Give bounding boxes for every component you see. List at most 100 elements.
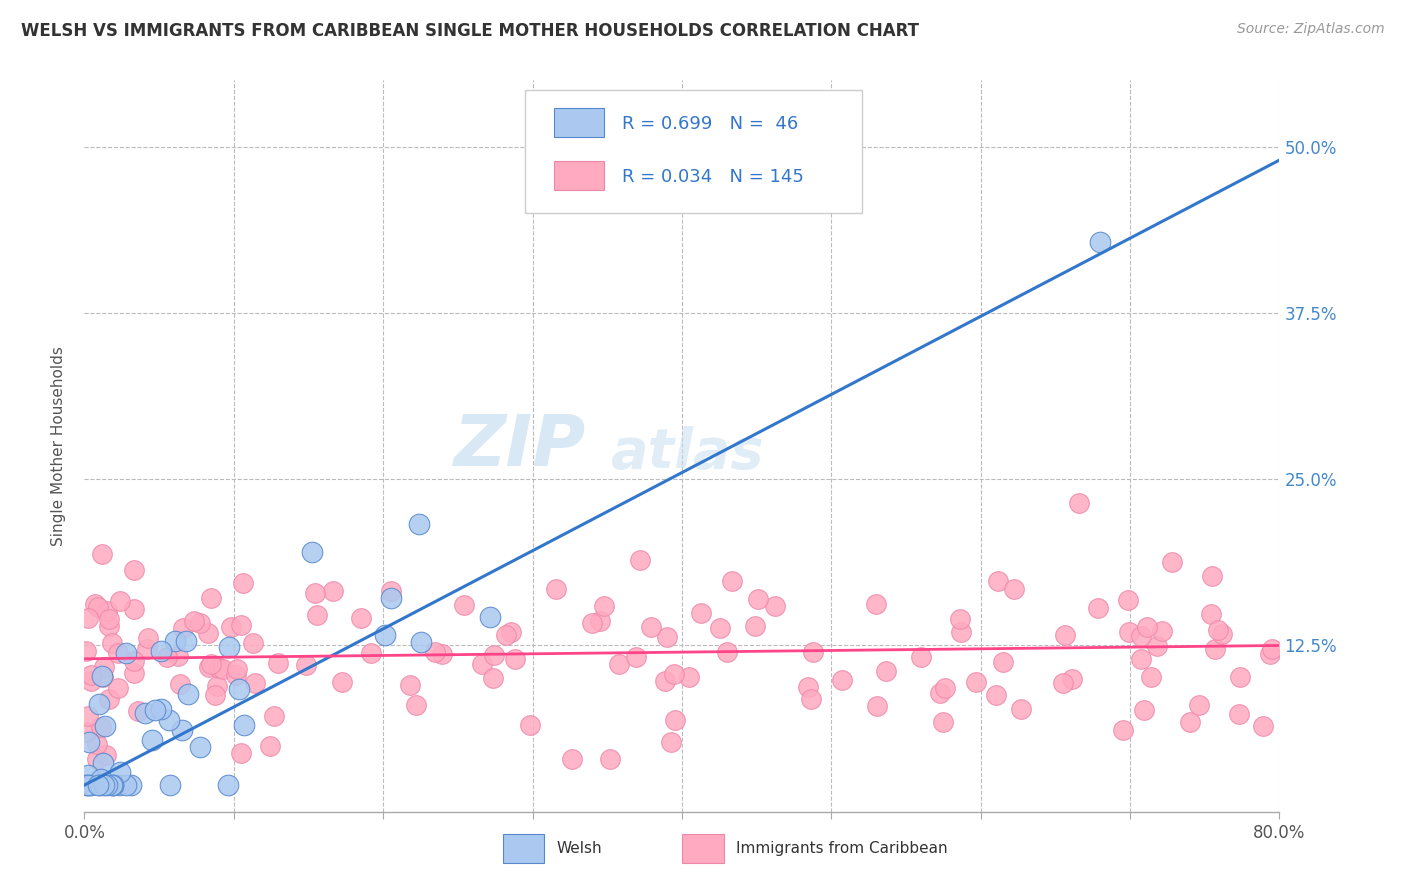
Point bbox=[1062, 672, 1084, 686]
Point bbox=[561, 751, 583, 765]
Point bbox=[75, 778, 97, 792]
Point bbox=[100, 778, 122, 792]
Point bbox=[1132, 703, 1154, 717]
Point bbox=[77, 735, 100, 749]
Point bbox=[200, 657, 222, 671]
Point bbox=[91, 669, 114, 683]
Point bbox=[157, 713, 180, 727]
Point bbox=[949, 612, 972, 626]
Point bbox=[228, 681, 250, 696]
Point bbox=[495, 628, 517, 642]
Point bbox=[96, 604, 118, 618]
Point bbox=[159, 778, 181, 792]
Point bbox=[174, 633, 197, 648]
Point bbox=[405, 698, 427, 713]
Point bbox=[408, 517, 430, 532]
Point bbox=[1161, 555, 1184, 569]
Point bbox=[150, 701, 173, 715]
Point bbox=[108, 778, 131, 792]
Point bbox=[208, 661, 231, 675]
Point bbox=[170, 723, 193, 737]
Point bbox=[87, 600, 110, 615]
Point bbox=[1229, 670, 1251, 684]
Point bbox=[122, 602, 145, 616]
Point bbox=[330, 675, 353, 690]
Point bbox=[86, 751, 108, 765]
Point bbox=[212, 662, 235, 676]
Point bbox=[544, 582, 567, 596]
Point bbox=[678, 671, 700, 685]
Point bbox=[305, 608, 328, 623]
Point bbox=[169, 677, 191, 691]
Text: Immigrants from Caribbean: Immigrants from Caribbean bbox=[735, 841, 948, 855]
Point bbox=[519, 717, 541, 731]
Point bbox=[589, 614, 612, 628]
Point bbox=[1180, 715, 1202, 730]
Point bbox=[1199, 607, 1222, 621]
Point bbox=[411, 634, 433, 648]
Point bbox=[423, 645, 446, 659]
Point bbox=[134, 706, 156, 720]
Point bbox=[986, 688, 1008, 702]
Point bbox=[1206, 623, 1229, 637]
Point bbox=[991, 655, 1014, 669]
Point bbox=[1136, 620, 1159, 634]
Point bbox=[1140, 670, 1163, 684]
Point bbox=[80, 667, 103, 681]
Point bbox=[114, 646, 136, 660]
Point bbox=[659, 734, 682, 748]
Point bbox=[1118, 624, 1140, 639]
Point bbox=[141, 732, 163, 747]
Point bbox=[217, 778, 239, 792]
Point bbox=[801, 645, 824, 659]
Point bbox=[163, 634, 186, 648]
Point bbox=[763, 599, 786, 614]
Point bbox=[229, 746, 252, 760]
Point bbox=[380, 591, 402, 605]
Point bbox=[108, 593, 131, 607]
Point bbox=[484, 648, 506, 663]
Point bbox=[609, 657, 631, 672]
Point bbox=[593, 599, 616, 613]
Point bbox=[188, 615, 211, 630]
Point bbox=[322, 583, 344, 598]
Point bbox=[716, 645, 738, 659]
Point bbox=[1010, 702, 1032, 716]
Point bbox=[124, 666, 146, 681]
Point bbox=[499, 624, 522, 639]
Point bbox=[640, 620, 662, 634]
Point bbox=[304, 586, 326, 600]
Text: Welsh: Welsh bbox=[557, 841, 602, 855]
Point bbox=[1150, 624, 1173, 639]
Point bbox=[200, 591, 222, 606]
Point bbox=[503, 652, 526, 666]
Point bbox=[107, 681, 129, 696]
Point bbox=[229, 618, 252, 632]
Point bbox=[929, 686, 952, 700]
Text: atlas: atlas bbox=[610, 426, 763, 480]
Point bbox=[1251, 719, 1274, 733]
Point bbox=[657, 630, 679, 644]
Point bbox=[1227, 707, 1250, 722]
Point bbox=[1002, 582, 1025, 597]
Point bbox=[1201, 569, 1223, 583]
Point bbox=[965, 674, 987, 689]
Point bbox=[115, 778, 138, 792]
Point bbox=[744, 619, 766, 633]
Point bbox=[183, 614, 205, 628]
Point bbox=[225, 662, 247, 676]
Point bbox=[98, 612, 121, 626]
Point bbox=[232, 576, 254, 591]
Point bbox=[188, 740, 211, 755]
Point bbox=[101, 636, 124, 650]
Point bbox=[198, 660, 221, 674]
Point bbox=[301, 544, 323, 558]
Point bbox=[87, 778, 110, 792]
Point bbox=[747, 592, 769, 607]
Point bbox=[865, 597, 887, 611]
Point bbox=[89, 778, 111, 792]
Point bbox=[797, 681, 820, 695]
Point bbox=[267, 657, 290, 671]
Point bbox=[628, 552, 651, 566]
Point bbox=[94, 748, 117, 763]
